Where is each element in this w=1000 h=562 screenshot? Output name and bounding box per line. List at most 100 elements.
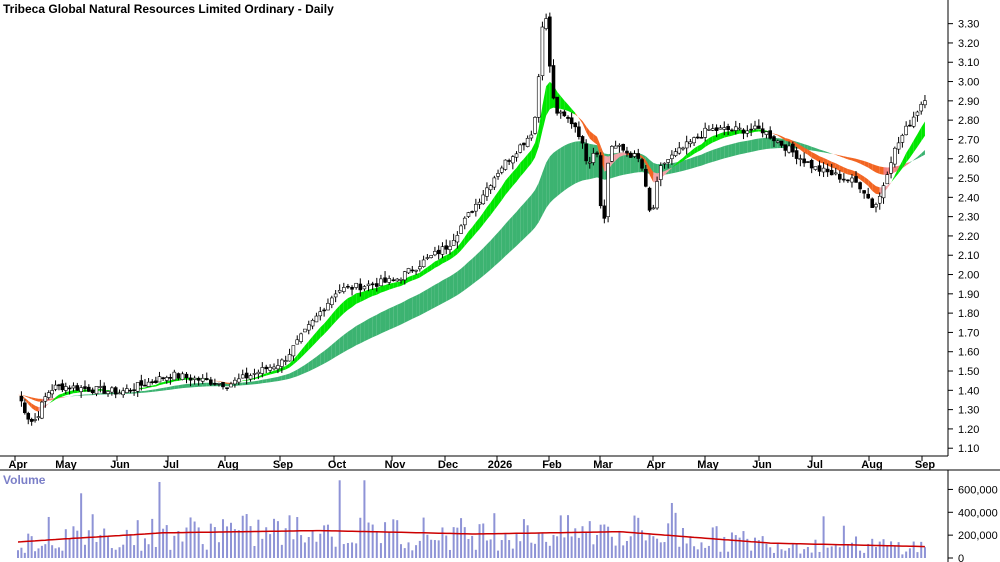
short-ma-ribbon-segment [335,305,340,322]
long-ma-ribbon-segment [35,398,39,402]
long-ma-ribbon-segment [38,398,42,402]
long-ma-ribbon-segment [575,141,579,184]
volume-bar [114,549,117,558]
candle-body [684,141,689,149]
volume-bar [648,534,651,558]
short-ma-ribbon-segment [416,272,420,280]
short-ma-ribbon-segment [258,374,263,379]
candle-body [268,366,272,371]
candle-body [779,140,784,146]
candle-body [877,195,882,204]
volume-bar [17,550,19,558]
volume-bar [493,513,496,558]
long-ma-ribbon-segment [84,394,89,396]
long-ma-ribbon-segment [705,151,709,165]
long-ma-ribbon-segment [686,158,691,170]
candle-body [176,373,181,379]
candle-body [889,162,893,174]
volume-bar [826,547,829,558]
candle-body [621,143,625,151]
short-ma-ribbon-segment [501,180,506,201]
volume-bar [57,547,60,558]
candle-body [829,169,834,176]
long-ma-ribbon-segment [860,159,865,166]
short-ma-ribbon-segment [304,340,309,354]
long-ma-ribbon-segment [553,150,558,200]
volume-bar [799,553,802,558]
short-ma-ribbon-segment [372,288,377,297]
long-ma-ribbon-segment [475,251,480,282]
volume-bar [850,542,853,558]
long-ma-ribbon-segment [498,228,502,263]
long-ma-ribbon-segment [144,390,149,393]
volume-bar [87,530,90,558]
volume-bars [17,480,926,558]
candle-body [303,328,307,333]
price-tick-label: 2.00 [958,270,979,282]
short-ma-ribbon-segment [512,167,517,186]
volume-bar [795,544,798,558]
long-ma-ribbon-segment [31,397,36,401]
long-ma-ribbon-segment [847,157,852,161]
price-tick-label: 3.30 [958,19,979,31]
long-ma-ribbon-segment [274,376,278,382]
volume-bar [614,545,617,558]
short-ma-ribbon-segment [475,217,480,234]
volume-bar [730,532,733,558]
price-tick-label: 2.50 [958,173,979,185]
volume-bar [226,526,229,558]
volume-bar [618,530,621,558]
candle-body [688,141,693,145]
volume-bar [143,538,146,558]
volume-bar [76,530,79,558]
volume-bar [269,534,272,558]
short-ma-ribbon-segment [586,126,590,139]
short-ma-ribbon-segment [649,166,654,183]
short-ma-ribbon-segment [24,397,29,405]
volume-bar [534,543,537,558]
volume-bar [300,535,303,558]
volume-bar [367,522,370,558]
candle-body [666,159,670,163]
candle-body [858,182,862,190]
candle-body [436,249,441,255]
short-ma-ribbon-segment [668,167,672,172]
volume-bar [456,527,459,558]
volume-bar [791,543,794,558]
volume-bar [530,542,533,558]
candle-body [221,382,225,388]
short-ma-ribbon-segment [789,139,793,145]
volume-bar [193,521,196,558]
short-ma-ribbon-segment [65,391,70,396]
volume-bar [261,538,264,558]
volume-bar [209,523,212,558]
long-ma-ribbon-segment [182,384,187,389]
short-ma-ribbon-segment [868,179,873,191]
volume-bar [403,548,406,558]
short-ma-ribbon-segment [564,100,569,111]
volume-bar [307,537,310,558]
volume-bar [489,539,492,558]
volume-bar [863,552,866,558]
long-ma-ribbon-segment [505,219,510,257]
short-ma-ribbon-segment [289,359,294,368]
candle-body [117,392,122,395]
short-ma-ribbon-segment [671,164,676,168]
volume-bar [859,550,862,558]
candle-body [421,259,426,267]
candle-body [26,413,31,420]
long-ma-ribbon-segment [835,154,840,157]
time-tick-label: Sep [273,459,293,471]
volume-bar [384,522,387,558]
volume-bar [80,493,83,558]
long-ma-ribbon-segment [762,137,767,150]
candle-body [414,269,418,272]
candle-body [83,386,87,389]
volume-bar [303,542,306,558]
volume-bar [463,527,466,558]
chart-title: Tribeca Global Natural Resources Limited… [3,2,334,16]
candle-body [718,127,723,130]
volume-bar [213,527,216,558]
time-axis-ticks: Apr May Jun Jul Aug Sep Oct Nov Dec 2026 Feb Mar Apr… [9,456,935,471]
long-ma-ribbon-segment [697,154,702,167]
